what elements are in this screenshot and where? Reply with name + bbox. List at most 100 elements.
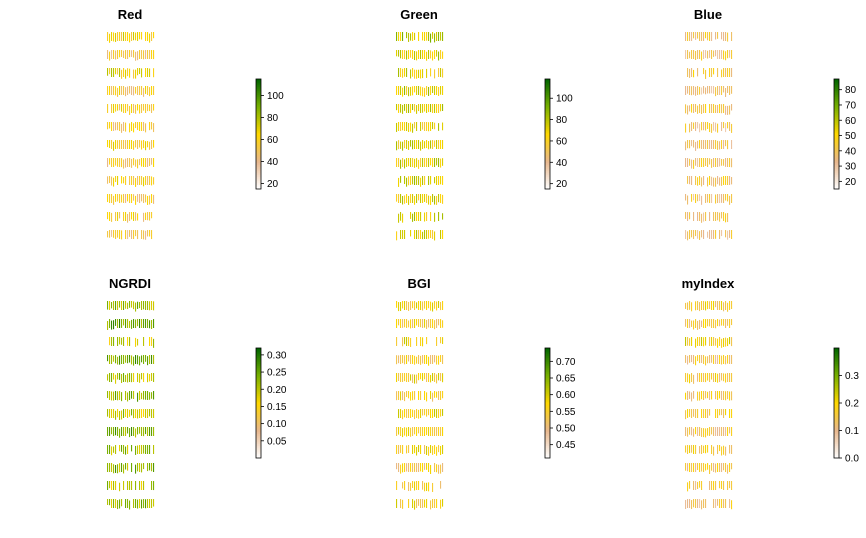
pixel-stripe	[125, 427, 127, 436]
pixel-stripe	[412, 194, 414, 203]
pixel-stripe	[699, 176, 701, 185]
pixel-stripe	[149, 158, 151, 167]
pixel-stripe	[426, 212, 428, 221]
pixel-stripe	[129, 337, 131, 347]
pixel-stripe	[717, 409, 719, 418]
pixel-stripe	[402, 428, 404, 438]
legend-swatch	[545, 442, 550, 445]
pixel-stripe	[703, 68, 705, 75]
pixel-stripe	[697, 391, 699, 401]
pixel-stripe	[406, 104, 408, 113]
pixel-stripe	[438, 464, 440, 474]
pixel-stripe	[123, 68, 125, 77]
legend-swatch	[545, 179, 550, 182]
pixel-stripe	[109, 499, 111, 506]
pixel-stripe	[723, 86, 725, 93]
pixel-stripe	[687, 195, 689, 205]
pixel-stripe	[410, 69, 412, 79]
pixel-stripe	[695, 176, 697, 185]
pixel-stripe	[695, 141, 697, 151]
pixel-stripe	[422, 104, 424, 113]
pixel-stripe	[697, 230, 699, 239]
pixel-stripe	[434, 301, 436, 309]
pixel-stripe	[727, 355, 729, 364]
legend-tick-label: 40	[845, 146, 857, 157]
legend-swatch	[834, 123, 839, 126]
pixel-stripe	[141, 32, 143, 40]
legend-swatch	[834, 91, 839, 94]
pixel-stripe	[123, 373, 125, 382]
pixel-stripe	[685, 123, 687, 133]
pixel-stripe	[396, 319, 398, 328]
pixel-stripe	[143, 194, 145, 203]
pixel-stripe	[408, 104, 410, 113]
pixel-stripe	[426, 499, 428, 508]
pixel-stripe	[131, 158, 133, 168]
pixel-stripe	[430, 301, 432, 311]
pixel-stripe	[725, 105, 727, 115]
pixel-stripe	[406, 86, 408, 95]
pixel-stripe	[151, 481, 153, 490]
legend-swatch	[256, 175, 261, 178]
pixel-stripe	[135, 104, 137, 114]
pixel-stripe	[691, 392, 693, 402]
pixel-stripe	[135, 230, 137, 237]
pixel-stripe	[109, 212, 111, 221]
pixel-stripe	[721, 391, 723, 400]
pixel-stripe	[133, 158, 135, 166]
pixel-stripe	[412, 445, 414, 454]
pixel-stripe	[151, 301, 153, 310]
pixel-stripe	[147, 212, 149, 221]
pixel-stripe	[125, 158, 127, 168]
legend-swatch	[256, 414, 261, 417]
legend-frame	[255, 78, 262, 190]
panel-title: Blue	[694, 7, 722, 22]
pixel-stripe	[107, 194, 109, 203]
pixel-stripe	[715, 212, 717, 221]
pixel-stripe	[440, 158, 442, 168]
pixel-stripe	[408, 373, 410, 382]
pixel-stripe	[424, 463, 426, 470]
legend-swatch	[256, 380, 261, 383]
color-legend: 0.00.10.20.3	[833, 347, 859, 465]
pixel-stripe	[703, 158, 705, 167]
legend-swatch	[834, 159, 839, 162]
pixel-stripe	[400, 159, 402, 169]
pixel-stripe	[129, 301, 131, 308]
pixel-stripe	[721, 212, 723, 219]
legend-swatch	[256, 430, 261, 433]
pixel-stripe	[143, 409, 145, 417]
pixel-stripe	[731, 123, 733, 133]
pixel-stripe	[115, 32, 117, 42]
pixel-stripe	[729, 105, 731, 115]
pixel-stripe	[400, 373, 402, 382]
pixel-stripe	[693, 355, 695, 364]
pixel-stripe	[129, 176, 131, 185]
legend-swatch	[256, 113, 261, 116]
pixel-stripe	[727, 338, 729, 347]
legend-swatch	[834, 370, 839, 373]
pixel-stripe	[123, 159, 125, 169]
legend-tick-label: 100	[267, 91, 284, 102]
pixel-stripe	[125, 69, 127, 79]
pixel-stripe	[432, 140, 434, 149]
pixel-stripe	[133, 356, 135, 366]
pixel-stripe	[115, 499, 117, 508]
pixel-stripe	[137, 301, 139, 309]
pixel-stripe	[705, 32, 707, 39]
pixel-stripe	[717, 176, 719, 185]
pixel-stripe	[127, 230, 129, 240]
pixel-stripe	[709, 391, 711, 400]
pixel-stripe	[719, 409, 721, 416]
pixel-stripe	[119, 319, 121, 328]
pixel-stripe	[691, 463, 693, 472]
pixel-stripe	[153, 158, 155, 167]
pixel-stripe	[693, 50, 695, 59]
plot-row	[685, 32, 733, 42]
plot-row	[107, 230, 153, 240]
pixel-stripe	[145, 123, 147, 133]
pixel-stripe	[731, 337, 733, 347]
pixel-stripe	[133, 32, 135, 41]
pixel-stripe	[149, 122, 151, 131]
pixel-stripe	[151, 337, 153, 346]
